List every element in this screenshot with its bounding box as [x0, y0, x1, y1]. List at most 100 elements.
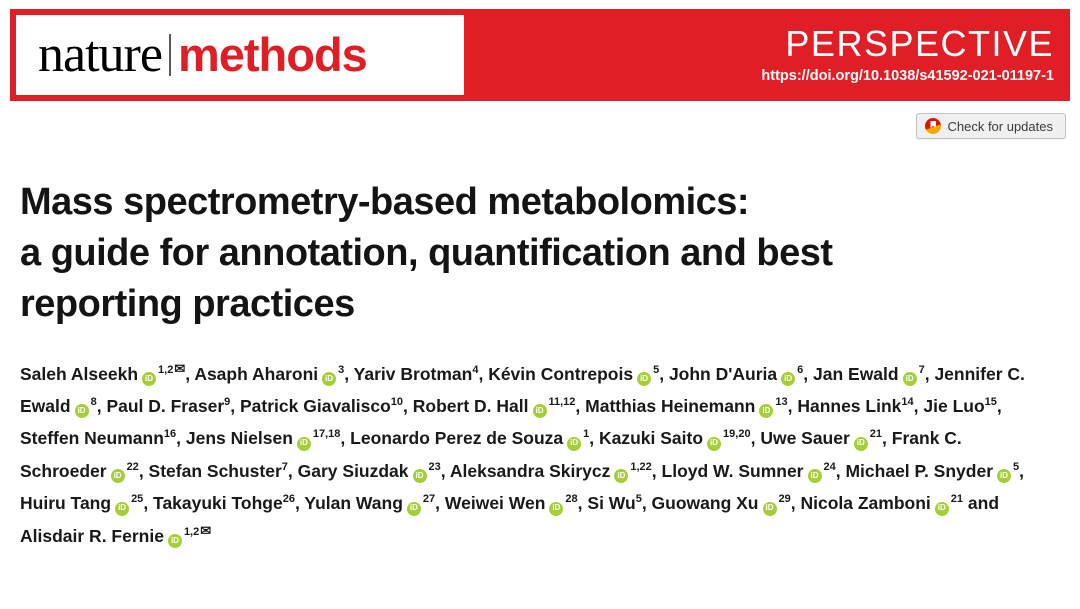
orcid-icon[interactable]: iD: [322, 372, 337, 387]
author-separator: ,: [440, 460, 450, 481]
author-separator: ,: [138, 460, 149, 481]
author-name: Michael P. Snyder: [845, 460, 994, 481]
orcid-icon[interactable]: iD: [853, 436, 868, 451]
author: Yulan Wang iD27,: [304, 493, 445, 516]
author: Saleh Alseekh iD1,2✉,: [20, 360, 194, 387]
author-separator: ,: [143, 493, 154, 514]
orcid-icon[interactable]: iD: [762, 501, 777, 516]
author-separator: ,: [575, 396, 586, 417]
author-name: Jan Ewald: [813, 363, 899, 384]
orcid-icon[interactable]: iD: [532, 404, 547, 419]
author: Guowang Xu iD29,: [651, 493, 801, 516]
author-separator: ,: [882, 428, 892, 449]
updates-row: Check for updates: [0, 113, 1066, 141]
author: Jie Luo15,: [923, 396, 1001, 416]
author-name: Saleh Alseekh: [20, 363, 139, 384]
journal-logo: nature methods: [16, 15, 464, 95]
author-separator: ,: [96, 396, 107, 417]
author-separator: ,: [641, 493, 652, 514]
author-affiliation-superscript: 7: [918, 363, 925, 376]
author-name: Guowang Xu: [651, 493, 759, 514]
author-affiliation-superscript: 3: [338, 363, 345, 376]
author: Yariv Brotman4,: [354, 364, 489, 384]
author-separator: ,: [1019, 460, 1025, 481]
orcid-icon[interactable]: iD: [759, 404, 774, 419]
author-affiliation-superscript: 11,12: [548, 396, 576, 409]
author-name: Aleksandra Skirycz: [449, 460, 611, 481]
author-affiliation-superscript: 8: [90, 396, 97, 409]
author-affiliation-superscript: 1,22: [630, 461, 652, 474]
orcid-icon[interactable]: iD: [296, 436, 311, 451]
orcid-icon[interactable]: iD: [412, 469, 427, 484]
author-name: Yulan Wang: [304, 493, 403, 514]
author: Si Wu5,: [587, 493, 651, 513]
orcid-icon[interactable]: iD: [110, 469, 125, 484]
author: Hannes Link14,: [797, 396, 923, 416]
author-separator: ,: [659, 363, 669, 384]
author: Steffen Neumann16,: [20, 428, 186, 448]
author-name: Alisdair R. Fernie: [20, 525, 164, 546]
orcid-icon[interactable]: iD: [807, 469, 822, 484]
logo-divider: [168, 34, 171, 76]
author-affiliation-superscript: 17,18: [312, 428, 341, 441]
check-for-updates-button[interactable]: Check for updates: [916, 113, 1066, 139]
orcid-icon[interactable]: iD: [781, 372, 796, 387]
author: Takayuki Tohge26,: [153, 493, 304, 513]
author-affiliation-superscript: 28: [565, 493, 578, 506]
author-name: Kazuki Saito: [598, 428, 704, 449]
email-icon[interactable]: ✉: [200, 522, 212, 538]
orcid-icon[interactable]: iD: [142, 372, 157, 387]
banner-right: PERSPECTIVE https://doi.org/10.1038/s415…: [761, 9, 1054, 101]
author: Gary Siuzdak iD23,: [297, 460, 450, 484]
author-name: Paul D. Fraser: [106, 396, 225, 417]
article-title-line-3: reporting practices: [20, 282, 355, 325]
author: Lloyd W. Sumner iD24,: [662, 461, 846, 484]
author-affiliation-superscript: 24: [823, 461, 836, 474]
author-affiliation-superscript: 19,20: [723, 428, 751, 441]
orcid-icon[interactable]: iD: [167, 533, 182, 548]
orcid-icon[interactable]: iD: [567, 436, 582, 451]
author: Jens Nielsen iD17,18,: [186, 428, 350, 451]
author: Kévin Contrepois iD5,: [488, 363, 669, 387]
article-title: Mass spectrometry-based metabolomics: a …: [20, 177, 1058, 330]
author-name: Gary Siuzdak: [297, 460, 409, 481]
author-name: Matthias Heinemann: [585, 396, 756, 417]
author-name: Nicola Zamboni: [800, 493, 931, 514]
author-separator: ,: [803, 363, 813, 384]
orcid-icon[interactable]: iD: [74, 404, 89, 419]
author: Stefan Schuster7,: [149, 461, 298, 481]
author-affiliation-superscript: 1: [583, 428, 590, 441]
author-affiliation-superscript: 22: [126, 461, 139, 474]
author: Leonardo Perez de Souza iD1,: [350, 428, 599, 451]
orcid-icon[interactable]: iD: [934, 501, 949, 516]
author-separator: ,: [577, 493, 588, 514]
author-affiliation-superscript: 13: [775, 396, 788, 409]
journal-banner: nature methods PERSPECTIVE https://doi.o…: [10, 9, 1070, 101]
author-affiliation-superscript: 1,2: [158, 363, 174, 376]
author-name: Steffen Neumann: [20, 428, 164, 449]
author-separator: ,: [230, 396, 240, 417]
author: Patrick Giavalisco10,: [240, 396, 413, 416]
author-name: Yariv Brotman: [353, 363, 473, 384]
author: Weiwei Wen iD28,: [445, 493, 588, 516]
orcid-icon[interactable]: iD: [406, 501, 421, 516]
author: Matthias Heinemann iD13,: [585, 396, 797, 419]
orcid-icon[interactable]: iD: [614, 469, 629, 484]
doi-link[interactable]: https://doi.org/10.1038/s41592-021-01197…: [761, 68, 1054, 85]
author: Frank C. Schroeder iD22,: [20, 428, 962, 484]
email-icon[interactable]: ✉: [174, 360, 186, 376]
author-affiliation-superscript: 6: [797, 363, 804, 376]
author-affiliation-superscript: 16: [163, 428, 177, 441]
crossmark-icon: [925, 118, 942, 134]
orcid-icon[interactable]: iD: [549, 501, 564, 516]
author-separator: ,: [589, 428, 599, 449]
author-name: Hannes Link: [797, 396, 902, 417]
orcid-icon[interactable]: iD: [902, 372, 917, 387]
orcid-icon[interactable]: iD: [707, 436, 722, 451]
author-affiliation-superscript: 21: [950, 493, 964, 506]
author-separator: ,: [403, 396, 413, 417]
orcid-icon[interactable]: iD: [997, 469, 1012, 484]
author-name: Jie Luo: [923, 396, 985, 417]
orcid-icon[interactable]: iD: [115, 501, 130, 516]
orcid-icon[interactable]: iD: [637, 372, 652, 387]
